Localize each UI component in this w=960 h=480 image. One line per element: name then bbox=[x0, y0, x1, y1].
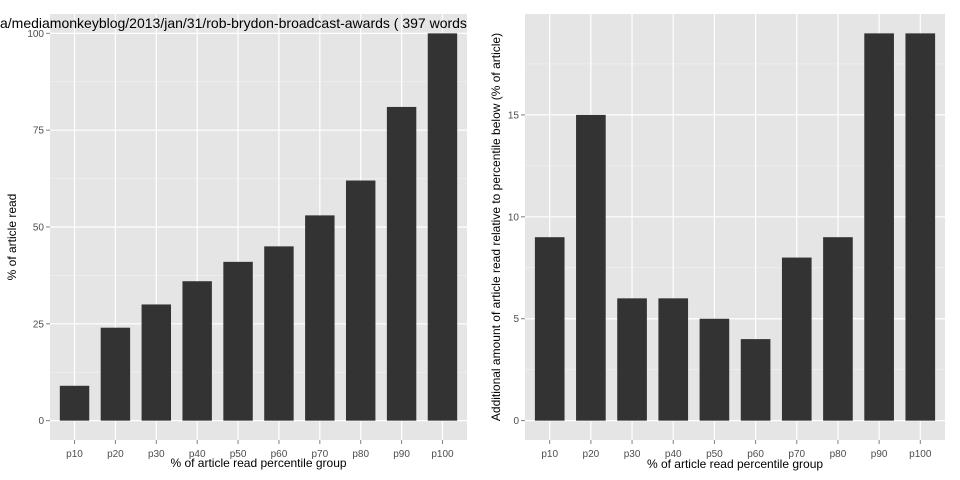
x-axis-title: % of article read percentile group bbox=[647, 457, 823, 471]
y-tick-label: 0 bbox=[38, 416, 44, 427]
bar-p20 bbox=[100, 327, 131, 421]
x-tick-label: p70 bbox=[311, 449, 328, 460]
x-tick-label: p80 bbox=[352, 449, 369, 460]
bar-p90 bbox=[386, 106, 417, 421]
y-tick-label: 0 bbox=[513, 416, 519, 427]
chart-title: a/mediamonkeyblog/2013/jan/31/rob-brydon… bbox=[0, 15, 467, 31]
chart-panel-1: 0 25 50 75 100 p10 p20 p30 p40 p50 p60 p70 p80 p90 p10… bbox=[5, 14, 467, 470]
bar-p100 bbox=[905, 33, 936, 421]
bar-p70 bbox=[781, 257, 812, 421]
y-axis-title: % of article read bbox=[5, 194, 19, 281]
bar-p50 bbox=[699, 318, 730, 421]
y-tick-label: 100 bbox=[27, 29, 44, 40]
y-tick-label: 10 bbox=[508, 212, 520, 223]
bar-p90 bbox=[864, 33, 894, 421]
y-tick-label: 75 bbox=[33, 126, 45, 137]
y-tick-label: 50 bbox=[33, 223, 45, 234]
x-tick-label: p60 bbox=[271, 449, 288, 460]
bar-p10 bbox=[534, 237, 565, 421]
bar-p30 bbox=[617, 298, 647, 421]
y-tick-label: 5 bbox=[513, 314, 519, 325]
y-tick-label: 25 bbox=[33, 319, 45, 330]
x-tick-label: p40 bbox=[189, 449, 206, 460]
x-axis-title: % of article read percentile group bbox=[170, 456, 346, 470]
x-tick-label: p60 bbox=[747, 449, 764, 460]
bar-p70 bbox=[305, 215, 335, 421]
x-tick-label: p20 bbox=[583, 449, 600, 460]
bar-p10 bbox=[59, 385, 90, 421]
bar-p100 bbox=[427, 33, 458, 421]
bar-p40 bbox=[182, 281, 212, 421]
x-tick-label: p50 bbox=[230, 449, 247, 460]
bar-p80 bbox=[823, 237, 853, 421]
x-tick-label: p50 bbox=[706, 449, 723, 460]
x-tick-label: p10 bbox=[541, 449, 558, 460]
x-tick-label: p20 bbox=[107, 449, 124, 460]
y-tick-label: 15 bbox=[508, 110, 520, 121]
bar-p20 bbox=[576, 114, 606, 421]
x-tick-label: p40 bbox=[665, 449, 682, 460]
x-tick-label: p100 bbox=[431, 449, 454, 460]
x-tick-label: p90 bbox=[871, 449, 888, 460]
x-tick-label: p80 bbox=[830, 449, 847, 460]
bar-p40 bbox=[658, 298, 689, 421]
bar-p60 bbox=[740, 339, 771, 421]
bar-p50 bbox=[223, 261, 253, 421]
x-tick-label: p10 bbox=[66, 449, 83, 460]
x-tick-label: p70 bbox=[788, 449, 805, 460]
x-tick-label: p30 bbox=[624, 449, 641, 460]
x-tick-label: p100 bbox=[909, 449, 932, 460]
y-axis-title: Additional amount of article read relati… bbox=[489, 33, 503, 421]
bar-p30 bbox=[141, 304, 172, 421]
chart-panel-2: 0 5 10 15 p10 p20 p30 p40 p50 p60 p70 p80 p90 p100 % o… bbox=[489, 14, 945, 471]
bar-p60 bbox=[264, 246, 294, 421]
x-tick-label: p90 bbox=[393, 449, 410, 460]
x-tick-label: p30 bbox=[148, 449, 165, 460]
bar-p80 bbox=[345, 180, 376, 421]
